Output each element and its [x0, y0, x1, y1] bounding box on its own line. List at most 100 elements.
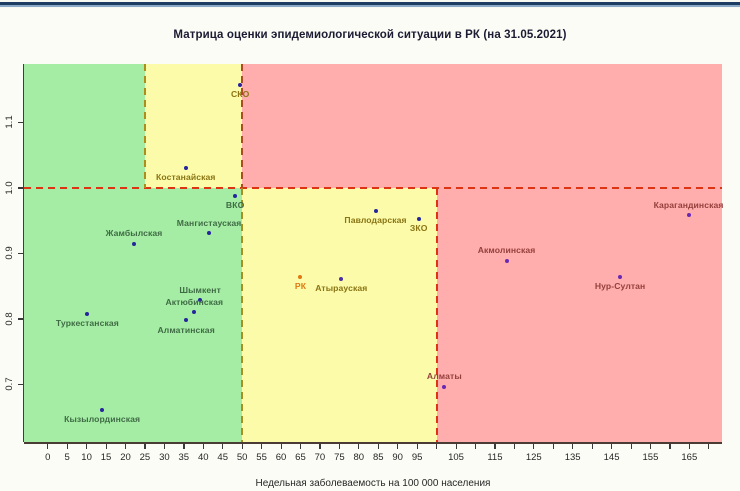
x-tick: [280, 443, 282, 449]
x-tick: [124, 443, 127, 449]
threshold-line-v: [241, 187, 244, 442]
x-tick: [572, 443, 574, 449]
zone-green-upper: [24, 64, 145, 188]
zone-yellow-lower: [242, 187, 437, 442]
y-tick: [18, 187, 23, 189]
x-tick-label: 105: [448, 452, 464, 463]
x-tick: [86, 443, 88, 449]
x-tick-label: 75: [334, 452, 345, 463]
x-tick: [202, 443, 204, 449]
data-point: [238, 82, 243, 87]
plot-area: 0 5 10 15 20 25 30 35 40 45 50 55 60 65 70 75 80 85 90 95 10…: [4, 64, 724, 463]
data-point: [192, 310, 197, 315]
data-point: [183, 165, 188, 170]
y-tick-label: 0.7: [3, 377, 15, 391]
x-tick-label: 0: [45, 452, 51, 463]
point-label: Жамбылская: [105, 228, 163, 238]
x-tick: [66, 443, 68, 449]
x-tick: [649, 443, 652, 449]
y-tick: [18, 383, 23, 386]
y-tick-label: 0.8: [3, 312, 15, 326]
y-axis-line: [23, 64, 25, 442]
data-point: [618, 274, 623, 279]
data-point: [233, 193, 238, 198]
x-tick: [105, 443, 107, 449]
zone-yellow-upper: [144, 64, 243, 188]
x-tick: [436, 443, 438, 449]
x-tick-label: 20: [120, 452, 131, 463]
x-tick-label: 70: [314, 452, 326, 463]
data-point: [198, 298, 203, 303]
x-tick-label: 40: [197, 452, 209, 463]
x-tick: [319, 443, 321, 449]
y-tick-label: 0.9: [3, 246, 15, 260]
point-label: СКО: [230, 89, 250, 100]
x-tick: [144, 443, 146, 449]
y-tick-label: 1.1: [3, 115, 15, 129]
point-label: Алматинская: [157, 324, 215, 335]
data-point: [373, 208, 378, 213]
x-tick: [513, 443, 516, 449]
x-tick-label: 50: [236, 452, 248, 463]
top-edge-navy-stripe: [0, 2, 740, 5]
point-label: Алматы: [426, 371, 462, 382]
x-axis-title: Недельная заболеваемость на 100 000 насе…: [255, 478, 491, 489]
x-tick: [261, 443, 263, 449]
x-tick: [222, 443, 224, 449]
x-tick: [708, 443, 710, 449]
x-tick: [183, 443, 185, 449]
data-point: [100, 407, 105, 412]
x-tick-label: 95: [411, 452, 423, 463]
x-tick-label: 25: [139, 452, 151, 463]
x-tick: [338, 443, 341, 449]
x-tick: [474, 443, 477, 449]
x-tick-label: 165: [681, 452, 698, 463]
x-tick: [47, 443, 49, 449]
x-tick: [688, 443, 691, 449]
point-label: ВКО: [225, 200, 245, 211]
x-axis-line: [24, 442, 722, 444]
y-tick: [18, 318, 23, 320]
x-tick-label: 115: [487, 452, 503, 463]
x-tick-label: 80: [353, 452, 365, 463]
x-tick: [591, 443, 593, 449]
point-label: Кызылординская: [64, 414, 141, 425]
data-point: [416, 216, 421, 221]
y-tick: [18, 121, 23, 123]
window-top-edge: [0, 0, 740, 8]
threshold-line-v: [143, 64, 146, 188]
x-tick-label: 55: [256, 452, 267, 463]
x-tick: [455, 443, 457, 449]
threshold-line-v: [241, 64, 244, 188]
point-label: Атырауская: [315, 283, 368, 294]
x-tick-label: 90: [392, 452, 403, 463]
data-point: [298, 274, 303, 279]
x-tick-label: 60: [275, 452, 287, 463]
data-point: [504, 258, 509, 263]
x-tick: [494, 443, 496, 449]
point-label: Нур-Султан: [594, 281, 646, 292]
data-point: [132, 241, 137, 246]
x-tick-label: 35: [178, 452, 190, 463]
point-label: Карагандинская: [653, 199, 724, 210]
data-point: [207, 231, 212, 236]
data-point: [339, 276, 344, 281]
x-tick-label: 5: [64, 452, 70, 463]
point-label: Туркестанская: [55, 318, 119, 329]
x-tick-label: 155: [642, 452, 659, 463]
point-label: Павлодарская: [344, 215, 407, 226]
point-label: Акмолинская: [477, 245, 536, 256]
data-point: [442, 384, 447, 389]
zone-pink-upper: [242, 64, 722, 188]
x-tick-label: 30: [159, 452, 170, 463]
x-tick: [669, 443, 671, 449]
point-label: РК: [294, 281, 307, 292]
threshold-line-v: [435, 187, 438, 442]
chart-title: Матрица оценки эпидемиологической ситуац…: [173, 29, 567, 41]
x-tick-label: 135: [564, 452, 581, 463]
y-tick: [18, 252, 23, 254]
point-label: Шымкент: [179, 284, 221, 295]
x-tick-label: 15: [100, 452, 112, 463]
zone-pink-lower: [436, 187, 722, 442]
